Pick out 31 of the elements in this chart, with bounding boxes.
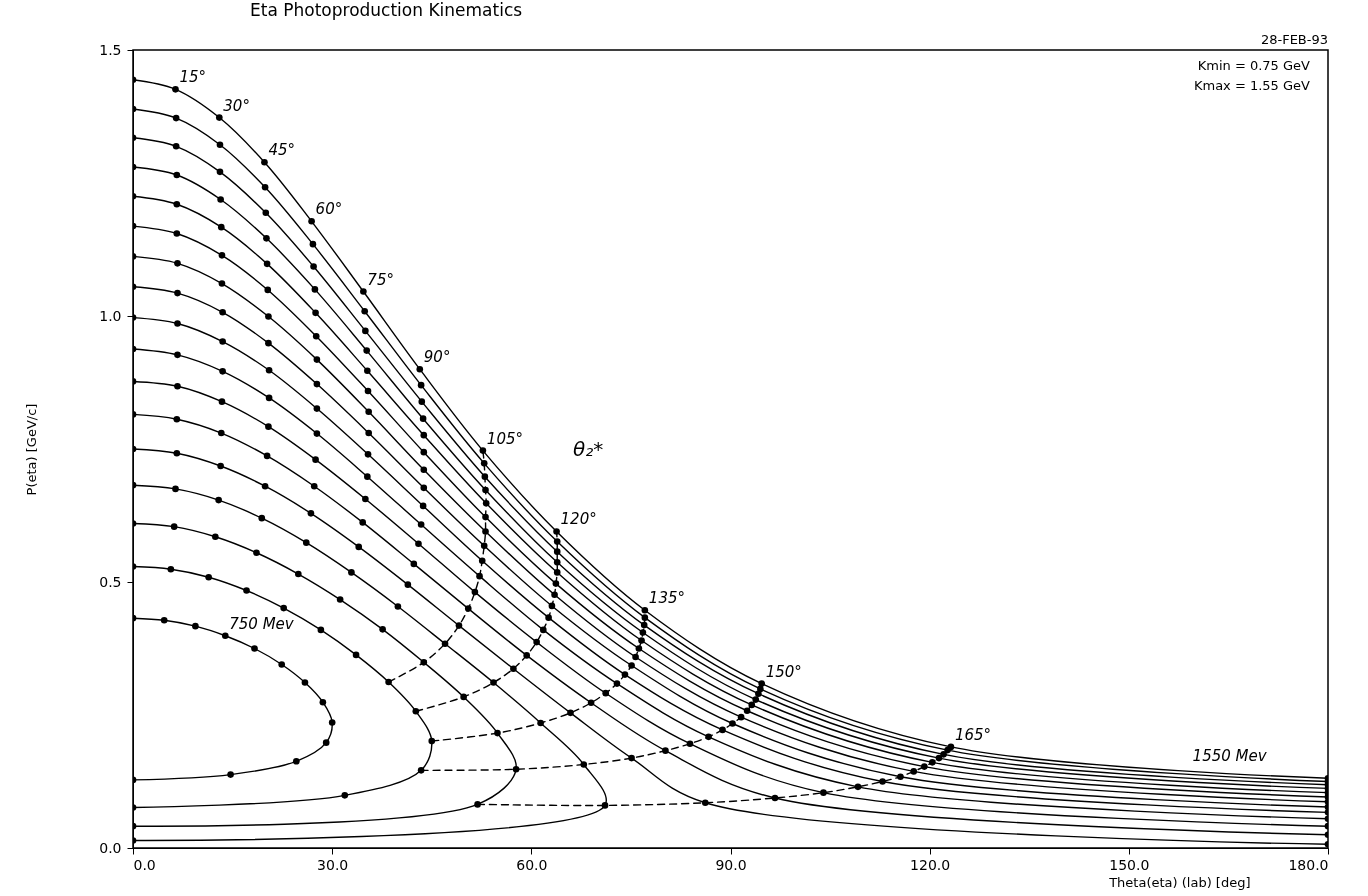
x-tick-label: 120.0 — [910, 856, 951, 873]
text: 28-FEB-93 — [1260, 32, 1328, 47]
x-tick-label: 180.0 — [1288, 856, 1329, 873]
annotation: 750 Mev — [229, 614, 295, 633]
annotation: 1550 Mev — [1192, 747, 1268, 766]
chart-title: Eta Photoproduction Kinematics — [250, 0, 523, 20]
annotation: 165° — [954, 725, 992, 744]
y-tick-label: 1.0 — [99, 307, 122, 324]
annotation: 15° — [179, 68, 207, 87]
y-tick-label: 0.0 — [99, 839, 122, 856]
x-tick-label: 30.0 — [317, 856, 349, 873]
x-axis-title: Theta(eta) (lab) [deg] — [1108, 874, 1251, 890]
annotation: 150° — [765, 662, 802, 681]
annotation: 45° — [268, 141, 296, 160]
x-tick-label: 90.0 — [715, 856, 747, 873]
x-tick-label: 150.0 — [1109, 856, 1150, 873]
annotation: 105° — [486, 429, 524, 448]
annotation: 75° — [367, 270, 394, 289]
annotation: 120° — [560, 510, 597, 529]
annotation: 30° — [223, 96, 250, 115]
annotation: Kmax = 1.55 GeV — [1193, 78, 1311, 93]
annotation: 90° — [423, 348, 451, 367]
annotation: 60° — [315, 200, 343, 219]
x-tick-label: 60.0 — [516, 856, 548, 873]
annotation: θ₂* — [573, 437, 604, 461]
y-tick-label: 0.5 — [99, 573, 122, 590]
y-tick-label: 1.5 — [99, 41, 122, 58]
annotation: Kmin = 0.75 GeV — [1197, 58, 1311, 73]
x-tick-label: 0.0 — [133, 856, 156, 873]
annotation: 135° — [648, 589, 685, 608]
y-axis-title: P(eta) [GeV/c] — [24, 403, 40, 496]
